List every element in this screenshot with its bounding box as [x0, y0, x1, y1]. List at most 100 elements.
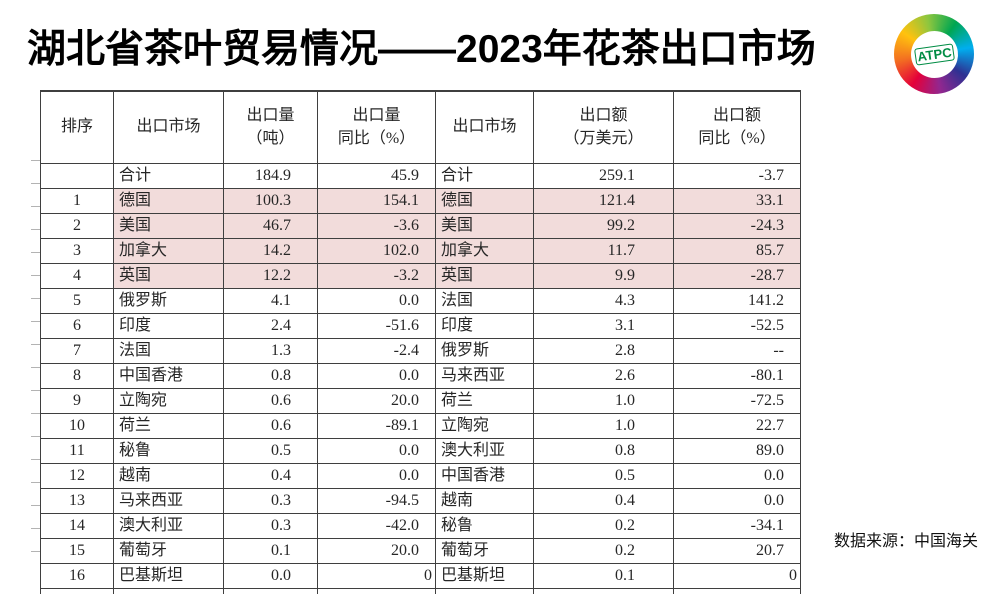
table-cell: -89.1 — [318, 414, 436, 439]
table-cell: 0.8 — [534, 439, 674, 464]
table-cell: 0.2 — [534, 539, 674, 564]
table-cell: 0.3 — [224, 489, 318, 514]
atpc-logo-text: ATPC — [914, 43, 954, 65]
table-cell: 印度 — [436, 314, 534, 339]
table-cell: 0.2 — [534, 514, 674, 539]
table-cell: -2.4 — [318, 339, 436, 364]
table-cell: 2.6 — [534, 364, 674, 389]
table-cell: 10 — [41, 414, 114, 439]
header-cell: 出口量 同比（%） — [318, 91, 436, 164]
cutoff-row-stub — [41, 589, 801, 594]
table-cell: 20.0 — [318, 539, 436, 564]
table-cell: 0.8 — [224, 364, 318, 389]
table-cell: 9.9 — [534, 264, 674, 289]
cutoff-cell-stub — [41, 589, 114, 594]
table-cell: 102.0 — [318, 239, 436, 264]
table-cell: 0.0 — [674, 489, 801, 514]
header-cell: 出口额 （万美元） — [534, 91, 674, 164]
table-cell: 141.2 — [674, 289, 801, 314]
table-cell: 0.6 — [224, 414, 318, 439]
table-cell: 中国香港 — [436, 464, 534, 489]
table-cell: 加拿大 — [436, 239, 534, 264]
table-cell: 荷兰 — [114, 414, 224, 439]
table-cell: 99.2 — [534, 214, 674, 239]
table-cell: 法国 — [114, 339, 224, 364]
table-cell: 0.6 — [224, 389, 318, 414]
table-cell: 巴基斯坦 — [436, 564, 534, 589]
table-cell: 0.0 — [674, 464, 801, 489]
table-cell: 45.9 — [318, 164, 436, 189]
table-cell: 2.8 — [534, 339, 674, 364]
atpc-logo: ATPC — [894, 14, 974, 94]
table-cell: 4.3 — [534, 289, 674, 314]
cutoff-cell-stub — [114, 589, 224, 594]
table-cell: 英国 — [114, 264, 224, 289]
page-title: 湖北省茶叶贸易情况——2023年花茶出口市场 — [27, 18, 877, 74]
table-cell: 12 — [41, 464, 114, 489]
table-cell: -3.2 — [318, 264, 436, 289]
table-cell: 德国 — [436, 189, 534, 214]
header-cell: 出口市场 — [436, 91, 534, 164]
table-cell: 0.0 — [318, 364, 436, 389]
table-cell: 0 — [318, 564, 436, 589]
table-cell: 葡萄牙 — [436, 539, 534, 564]
cutoff-cell-stub — [224, 589, 318, 594]
table-cell: 11 — [41, 439, 114, 464]
table-cell: -3.6 — [318, 214, 436, 239]
table-cell: 马来西亚 — [436, 364, 534, 389]
table-cell: 7 — [41, 339, 114, 364]
table-cell: 1.3 — [224, 339, 318, 364]
table-cell: 4 — [41, 264, 114, 289]
cutoff-cell-stub — [436, 589, 534, 594]
table-cell: 0.0 — [224, 564, 318, 589]
table-cell: 俄罗斯 — [436, 339, 534, 364]
table-cell: -52.5 — [674, 314, 801, 339]
table-cell: 澳大利亚 — [436, 439, 534, 464]
table-cell: 印度 — [114, 314, 224, 339]
table-cell: 154.1 — [318, 189, 436, 214]
table-cell: 85.7 — [674, 239, 801, 264]
table-cell: 33.1 — [674, 189, 801, 214]
table-cell: 14 — [41, 514, 114, 539]
table-cell: 合计 — [114, 164, 224, 189]
table-cell: 4.1 — [224, 289, 318, 314]
table-cell: 20.7 — [674, 539, 801, 564]
header-cell: 出口量 （吨） — [224, 91, 318, 164]
table-cell: 22.7 — [674, 414, 801, 439]
table-cell: 秘鲁 — [436, 514, 534, 539]
table-cell: 2 — [41, 214, 114, 239]
table-cell: 11.7 — [534, 239, 674, 264]
table-cell: 加拿大 — [114, 239, 224, 264]
table-cell: -80.1 — [674, 364, 801, 389]
table-cell: 0.0 — [318, 289, 436, 314]
table-cell: 0.5 — [224, 439, 318, 464]
table-cell: 2.4 — [224, 314, 318, 339]
table-cell: 巴基斯坦 — [114, 564, 224, 589]
table-cell: 0.4 — [224, 464, 318, 489]
table-cell: 13 — [41, 489, 114, 514]
table-cell: 立陶宛 — [114, 389, 224, 414]
header-cell: 出口市场 — [114, 91, 224, 164]
table-cell: 马来西亚 — [114, 489, 224, 514]
table-cell: 美国 — [114, 214, 224, 239]
table-cell: 0.5 — [534, 464, 674, 489]
table-cell: 12.2 — [224, 264, 318, 289]
table-cell: 3.1 — [534, 314, 674, 339]
atpc-logo-ring-center: ATPC — [907, 27, 960, 80]
header-cell: 排序 — [41, 91, 114, 164]
table-cell: 0.1 — [534, 564, 674, 589]
table-cell: 越南 — [436, 489, 534, 514]
